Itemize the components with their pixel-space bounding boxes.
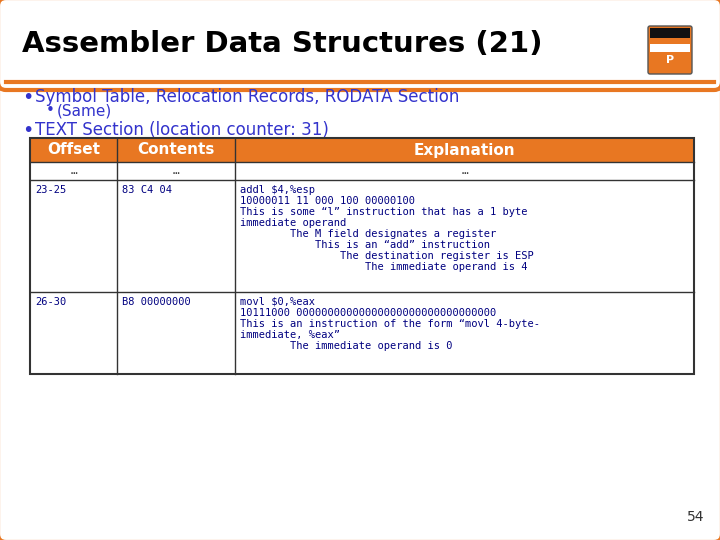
Text: •: • bbox=[22, 121, 33, 140]
Text: This is an “add” instruction: This is an “add” instruction bbox=[240, 240, 490, 250]
Text: B8 00000000: B8 00000000 bbox=[122, 297, 191, 307]
Text: 23-25: 23-25 bbox=[35, 185, 66, 195]
Text: 83 C4 04: 83 C4 04 bbox=[122, 185, 172, 195]
Text: …: … bbox=[71, 166, 77, 176]
Text: immediate operand: immediate operand bbox=[240, 218, 346, 228]
Text: …: … bbox=[462, 166, 468, 176]
Text: Offset: Offset bbox=[47, 143, 100, 158]
Text: Contents: Contents bbox=[138, 143, 215, 158]
Text: The immediate operand is 4: The immediate operand is 4 bbox=[240, 262, 528, 272]
Text: •: • bbox=[46, 103, 55, 118]
Text: movl $0,%eax: movl $0,%eax bbox=[240, 297, 315, 307]
Text: Explanation: Explanation bbox=[414, 143, 516, 158]
Text: Assembler Data Structures (21): Assembler Data Structures (21) bbox=[22, 30, 542, 58]
Text: The M field designates a register: The M field designates a register bbox=[240, 229, 496, 239]
FancyBboxPatch shape bbox=[0, 0, 720, 90]
Text: 10000011 11 000 100 00000100: 10000011 11 000 100 00000100 bbox=[240, 196, 415, 206]
Bar bbox=[650, 44, 690, 52]
Text: 54: 54 bbox=[686, 510, 704, 524]
Bar bbox=[14, 82, 706, 526]
Text: This is an instruction of the form “movl 4-byte-: This is an instruction of the form “movl… bbox=[240, 319, 540, 329]
Text: (Same): (Same) bbox=[57, 103, 112, 118]
Text: Symbol Table, Relocation Records, RODATA Section: Symbol Table, Relocation Records, RODATA… bbox=[35, 88, 459, 106]
Text: P: P bbox=[666, 55, 674, 65]
Bar bbox=[650, 28, 690, 38]
Bar bbox=[30, 138, 694, 374]
Text: The destination register is ESP: The destination register is ESP bbox=[240, 251, 534, 261]
Bar bbox=[30, 138, 694, 162]
Text: immediate, %eax”: immediate, %eax” bbox=[240, 330, 340, 340]
FancyBboxPatch shape bbox=[648, 26, 692, 74]
Text: TEXT Section (location counter: 31): TEXT Section (location counter: 31) bbox=[35, 121, 329, 139]
Text: This is some “l” instruction that has a 1 byte: This is some “l” instruction that has a … bbox=[240, 207, 528, 217]
Text: 26-30: 26-30 bbox=[35, 297, 66, 307]
Text: …: … bbox=[173, 166, 179, 176]
Text: 10111000 00000000000000000000000000000000: 10111000 0000000000000000000000000000000… bbox=[240, 308, 496, 318]
Text: •: • bbox=[22, 88, 33, 107]
Text: The immediate operand is 0: The immediate operand is 0 bbox=[240, 341, 453, 351]
Text: addl $4,%esp: addl $4,%esp bbox=[240, 185, 315, 195]
